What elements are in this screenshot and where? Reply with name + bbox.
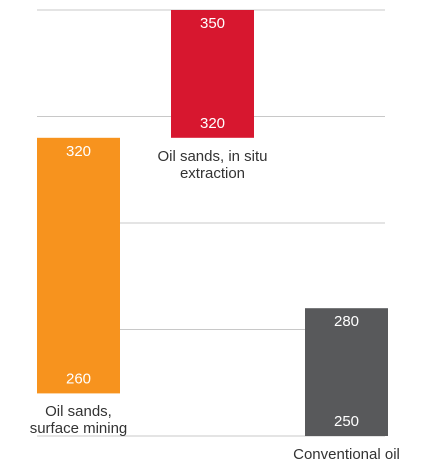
value-label: 320 xyxy=(66,143,91,160)
value-label: 280 xyxy=(334,313,359,330)
bar xyxy=(305,308,388,436)
category-label: Conventional oil xyxy=(293,446,400,463)
value-label: 250 xyxy=(334,413,359,430)
value-label: 260 xyxy=(66,370,91,387)
value-label: 320 xyxy=(200,115,225,132)
bar xyxy=(171,10,254,138)
category-label: Oil sands, in situ extraction xyxy=(157,147,268,182)
bar xyxy=(37,137,120,394)
category-label: Oil sands, surface mining xyxy=(29,403,128,438)
value-label: 350 xyxy=(200,15,225,32)
